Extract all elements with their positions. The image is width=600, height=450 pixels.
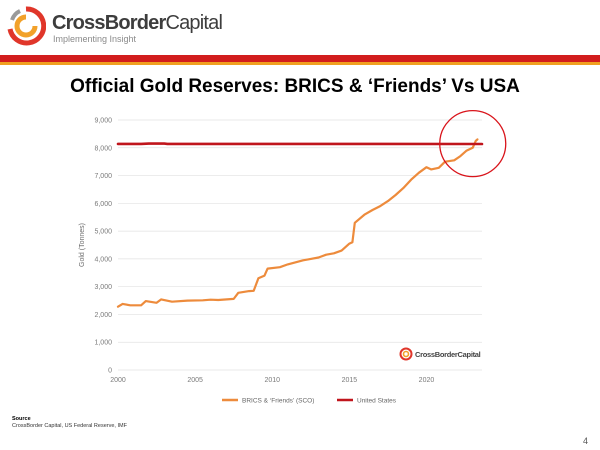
gold-reserves-chart: 0 1,000 2,000 3,000 4,000 5,000 6,000 7,000 8,00… xyxy=(79,109,507,405)
y-tick-label: 2,000 xyxy=(94,312,112,319)
watermark-text: CrossBorderCapital xyxy=(415,350,481,359)
page-number: 4 xyxy=(582,436,588,446)
annotation-circle xyxy=(439,109,507,178)
slide-title: Official Gold Reserves: BRICS & ‘Friends… xyxy=(70,76,520,97)
brand-name: CrossBorderCapital xyxy=(52,12,223,34)
crossborder-logo-icon xyxy=(7,6,46,46)
y-tick-label: 7,000 xyxy=(94,173,112,180)
series-line-brics-friends xyxy=(116,138,479,308)
watermark-logo-inner-icon xyxy=(402,350,410,358)
y-tick-label: 4,000 xyxy=(94,256,112,263)
y-tick-label: 3,000 xyxy=(94,284,112,291)
y-tick-label: 6,000 xyxy=(94,201,112,208)
legend-label: United States xyxy=(357,398,397,405)
source-label: Source xyxy=(12,416,31,422)
x-tick-label: 2000 xyxy=(110,377,126,384)
x-tick-label: 2005 xyxy=(187,377,203,384)
y-tick-label: 9,000 xyxy=(94,118,112,125)
x-tick-label: 2015 xyxy=(342,377,358,384)
y-tick-label: 5,000 xyxy=(94,229,112,236)
x-tick-label: 2020 xyxy=(419,377,435,384)
y-tick-label: 1,000 xyxy=(94,340,112,347)
header-band-orange xyxy=(0,62,600,65)
watermark-logo-icon xyxy=(399,347,413,361)
y-tick-label: 8,000 xyxy=(94,145,112,152)
y-tick-label: 0 xyxy=(108,368,112,375)
x-tick-label: 2010 xyxy=(264,377,280,384)
brand-tagline: Implementing Insight xyxy=(53,34,137,44)
header-band-red xyxy=(0,55,600,62)
source-text: CrossBorder Capital, US Federal Reserve,… xyxy=(12,423,127,429)
slide-header: CrossBorderCapital Implementing Insight xyxy=(0,0,600,54)
legend-label: BRICS & ‘Friends’ (SCO) xyxy=(242,398,314,405)
y-axis-label: Gold (Tonnes) xyxy=(79,223,86,267)
